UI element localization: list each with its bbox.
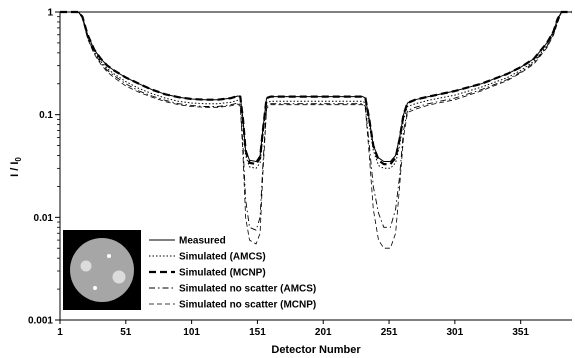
plot-area: [60, 12, 572, 320]
x-tick-label: 51: [120, 327, 132, 338]
x-tick-label: 251: [381, 327, 398, 338]
series-line-3: [60, 10, 572, 166]
x-ticks: 1 51 101 151 201 251 301 351: [57, 320, 529, 338]
x-tick-label: 1: [57, 327, 63, 338]
phantom-insert-top: [107, 254, 111, 258]
phantom-inset-image: [63, 230, 141, 310]
y-tick-label: 0.001: [28, 316, 53, 327]
x-tick-label: 351: [512, 327, 529, 338]
x-axis-title: Detector Number: [271, 344, 361, 356]
y-axis-title-group: I / I0: [9, 157, 23, 177]
y-tick-label: 0.01: [34, 213, 54, 224]
legend-label-5: Simulated no scatter (MCNP): [179, 300, 316, 311]
y-tick-label: 0.1: [39, 110, 53, 121]
series-layer: [60, 10, 572, 249]
y-tick-label: 1: [47, 8, 53, 19]
x-tick-label: 101: [183, 327, 200, 338]
phantom-insert-right: [112, 270, 126, 284]
phantom-insert-left: [80, 260, 92, 272]
y-axis-title: I / I0: [9, 157, 23, 177]
x-tick-label: 201: [315, 327, 332, 338]
legend-label-4: Simulated no scatter (AMCS): [179, 284, 316, 295]
x-tick-label: 151: [249, 327, 266, 338]
phantom-insert-bottom: [93, 286, 97, 290]
y-ticks: 0.001 0.01 0.1 1: [28, 8, 60, 327]
x-tick-label: 301: [447, 327, 464, 338]
series-line-2: [60, 11, 572, 169]
legend-label-1: Measured: [179, 236, 226, 247]
y-axis-title-main: I / I: [9, 162, 21, 177]
series-line-5: [60, 11, 572, 249]
y-axis-title-subscript: 0: [14, 157, 23, 162]
legend: Measured Simulated (AMCS) Simulated (MCNP)…: [149, 236, 316, 311]
legend-label-2: Simulated (AMCS): [179, 252, 266, 263]
phantom-body-circle: [70, 238, 134, 302]
series-line-4: [60, 11, 572, 231]
legend-label-3: Simulated (MCNP): [179, 268, 266, 279]
